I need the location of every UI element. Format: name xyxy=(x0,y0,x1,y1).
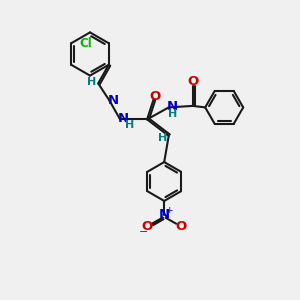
Text: N: N xyxy=(159,208,170,221)
Text: H: H xyxy=(87,77,96,87)
Text: N: N xyxy=(108,94,119,107)
Text: N: N xyxy=(167,100,178,113)
Text: O: O xyxy=(176,220,187,233)
Text: O: O xyxy=(187,75,198,88)
Text: Cl: Cl xyxy=(80,37,92,50)
Text: O: O xyxy=(142,220,153,233)
Text: N: N xyxy=(118,112,129,125)
Text: −: − xyxy=(139,227,148,237)
Text: O: O xyxy=(150,90,161,103)
Text: +: + xyxy=(165,206,173,215)
Text: H: H xyxy=(158,133,167,143)
Text: H: H xyxy=(168,109,177,119)
Text: H: H xyxy=(125,120,134,130)
